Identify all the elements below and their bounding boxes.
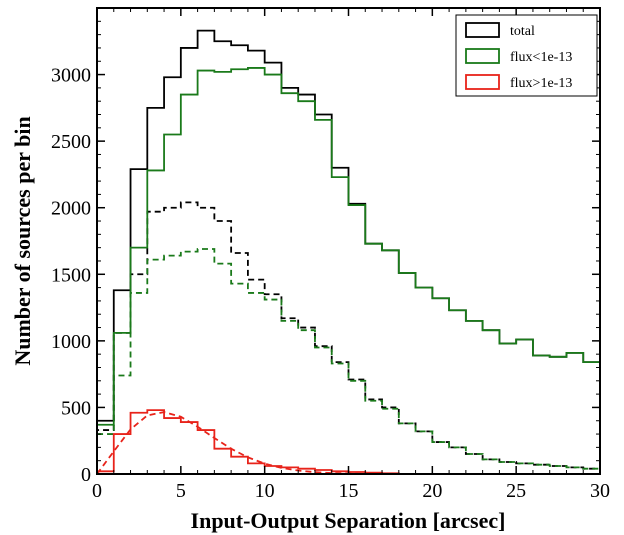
y-tick-label: 0 (81, 464, 91, 486)
y-axis-title: Number of sources per bin (10, 116, 35, 365)
series-dashed-4-line (96, 248, 601, 474)
y-tick-label: 1500 (51, 264, 91, 286)
legend-box (455, 14, 598, 97)
tick-labels: 0 5 10 15 20 25 30 0 500 1000 1500 2000 2500 3000 (51, 65, 610, 502)
y-tick-label: 2500 (51, 131, 91, 153)
y-tick-label: 3000 (51, 65, 91, 87)
plot-frame (96, 7, 601, 475)
x-tick-label: 20 (422, 480, 442, 502)
x-tick-label: 30 (590, 480, 610, 502)
series-total-line (96, 29, 601, 474)
legend-swatch-total (465, 22, 500, 38)
x-tick-label: 10 (255, 480, 275, 502)
y-tick-label: 1000 (51, 331, 91, 353)
legend-label-flux-high: flux>1e-13 (510, 76, 572, 91)
x-tick-label: 15 (339, 480, 359, 502)
series-flux-1e-13-line (96, 67, 601, 474)
series-dashed-3-line (96, 201, 601, 474)
y-tick-label: 2000 (51, 198, 91, 220)
x-tick-label: 0 (92, 480, 102, 502)
legend-swatch-flux-high (465, 74, 500, 90)
series-flux-1e-13-line (96, 409, 600, 475)
legend-label-total: total (510, 24, 535, 39)
series-layer (96, 29, 601, 475)
x-tick-label: 5 (176, 480, 186, 502)
legend-swatch-flux-low (465, 48, 500, 64)
fit-curve-dashed (96, 411, 399, 475)
x-tick-label: 25 (506, 480, 526, 502)
legend-label-flux-low: flux<1e-13 (510, 50, 572, 65)
x-axis-title: Input-Output Separation [arcsec] (191, 508, 506, 533)
y-tick-label: 500 (61, 397, 91, 419)
legend: total flux<1e-13 flux>1e-13 (455, 14, 598, 97)
